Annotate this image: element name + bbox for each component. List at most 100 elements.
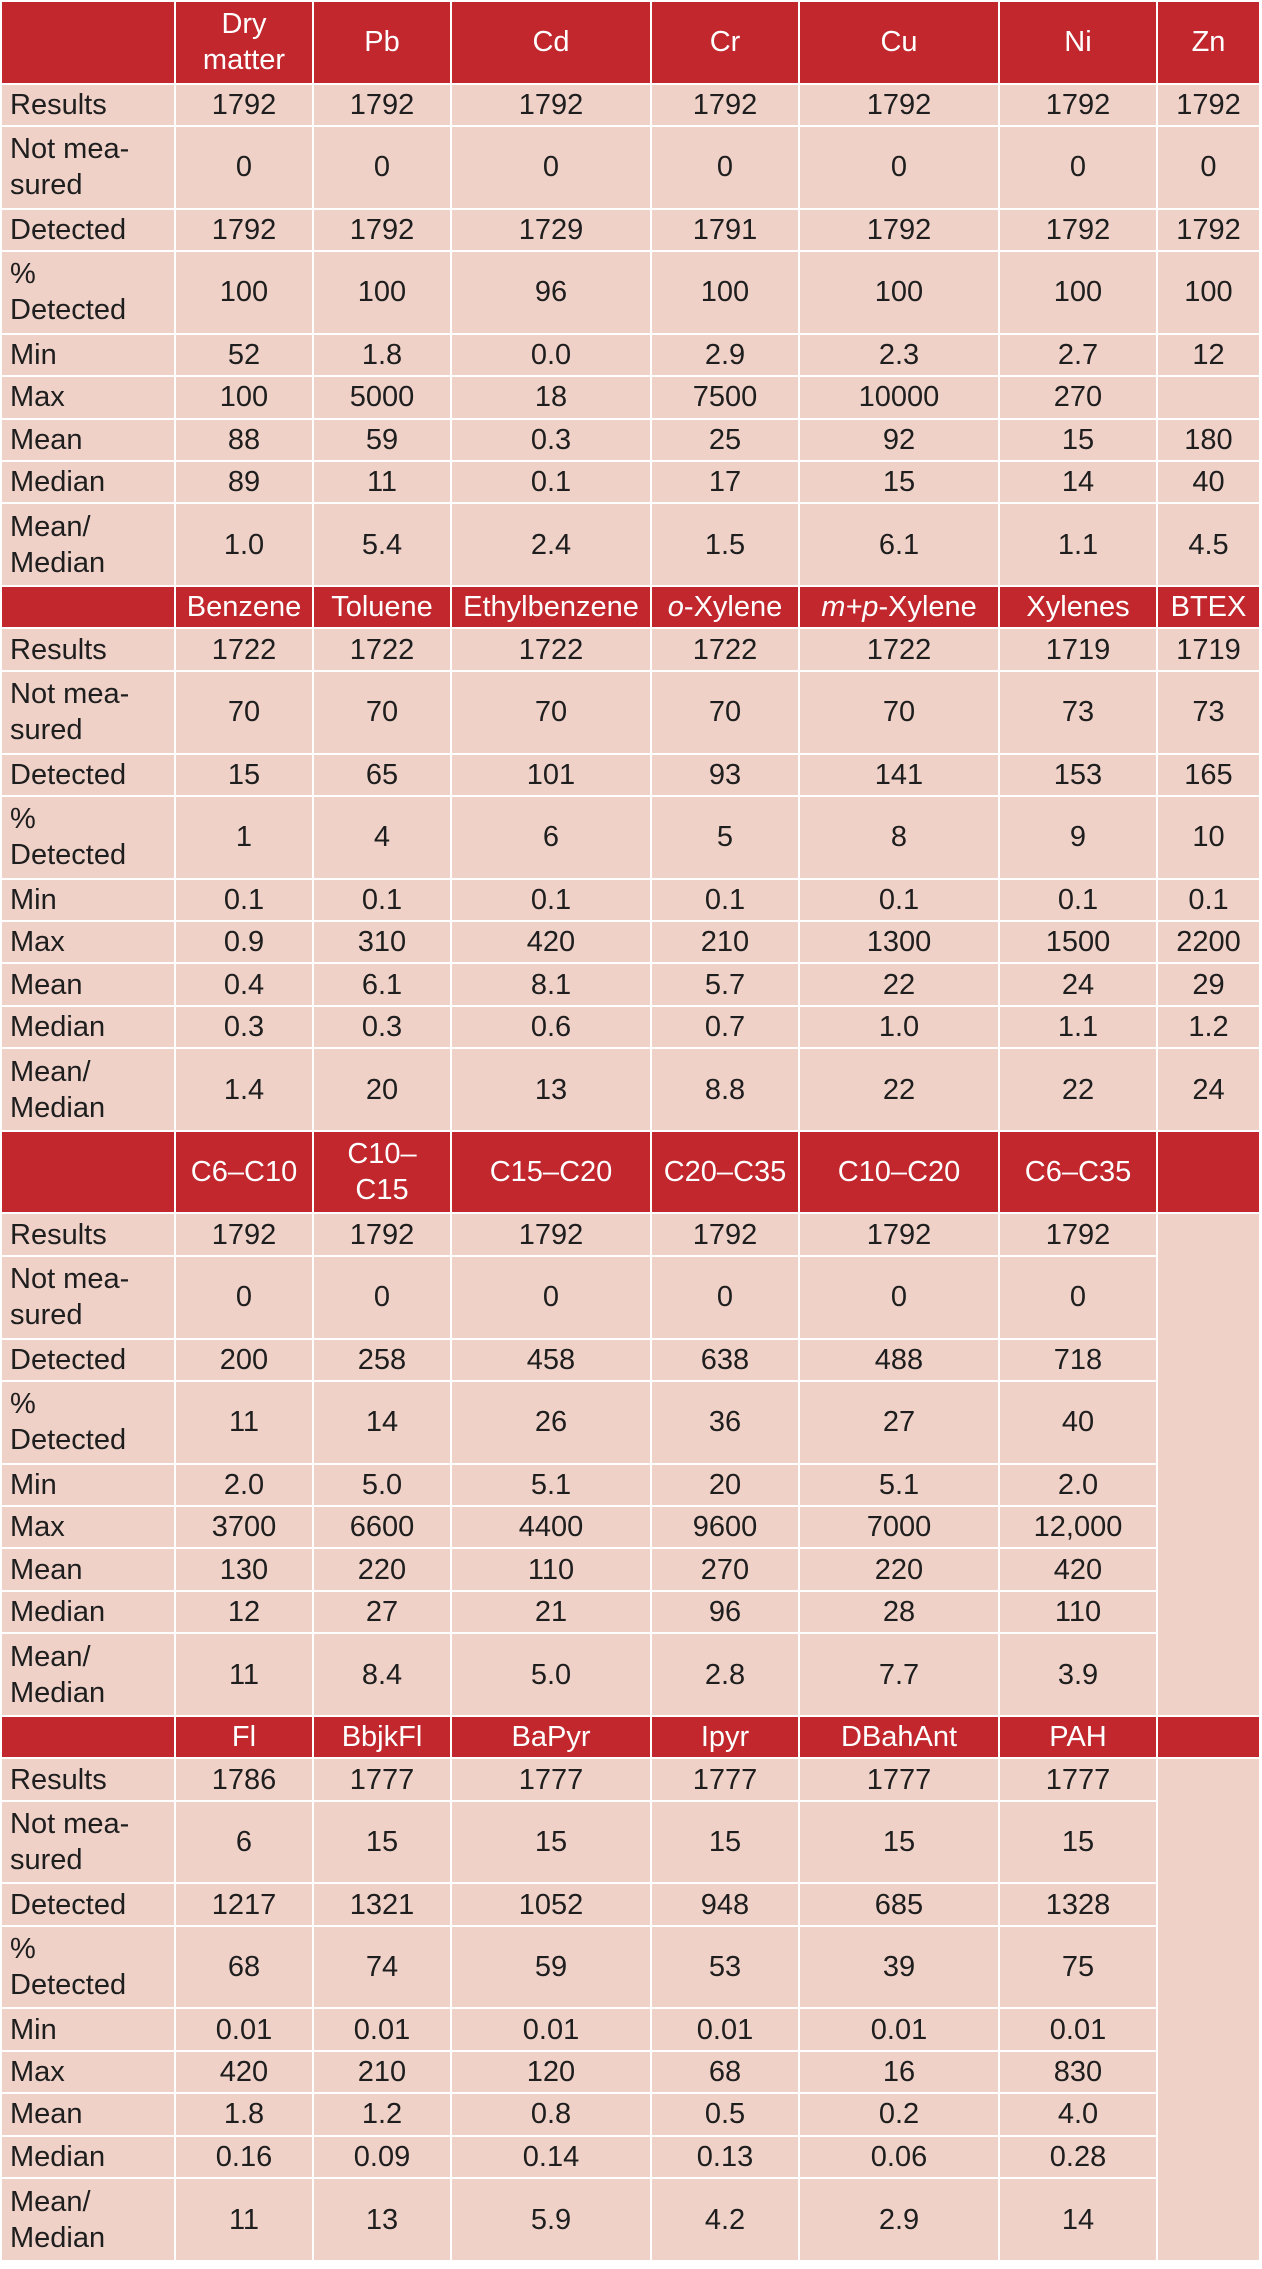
table-cell: 24 <box>998 962 1158 1007</box>
header-corner <box>0 0 176 85</box>
table-cell: 1792 <box>998 207 1158 253</box>
table-cell: 4.0 <box>998 2092 1158 2137</box>
table-row: Max 420 210 120 68 16 830 <box>0 2049 1260 2095</box>
table-cell: 8.8 <box>650 1047 800 1132</box>
table-row: Not mea-sured 0 0 0 0 0 0 0 <box>0 125 1261 210</box>
table-cell: 75 <box>998 1924 1158 2010</box>
table-cell: 0.6 <box>450 1004 652 1050</box>
table-row: Results 1792 1792 1792 1792 1792 1792 <box>0 1212 1261 1717</box>
table-cell: 200 <box>174 1337 314 1382</box>
table-cell: 96 <box>450 250 652 335</box>
table-cell: 15 <box>650 1799 800 1885</box>
table-cell: 88 <box>174 417 314 462</box>
table-cell: 1.8 <box>312 332 452 378</box>
row-label: % Detected <box>0 1379 176 1465</box>
table-cell: 0.2 <box>798 2092 1000 2137</box>
row-label: Mean <box>0 417 176 462</box>
table-cell: 36 <box>650 1379 800 1465</box>
table-row: Detected 1217 1321 1052 948 685 1328 <box>0 1882 1260 1927</box>
table-cell: 74 <box>312 1924 452 2010</box>
table-cell: 29 <box>1156 962 1261 1007</box>
table-cell: 5.4 <box>312 502 452 588</box>
row-label: Results <box>0 1212 176 1257</box>
table-cell: 2.9 <box>650 332 800 378</box>
table-cell: 1719 <box>1156 627 1261 672</box>
table-cell: 1792 <box>174 82 314 128</box>
table-cell: 18 <box>450 375 652 420</box>
table-cell: 0.9 <box>174 919 314 965</box>
table-cell: 1792 <box>174 207 314 253</box>
table-cell: 15 <box>174 752 314 797</box>
table-cell: 6.1 <box>312 962 452 1007</box>
table-row: Not mea-sured 0 0 0 0 0 0 <box>0 1254 1260 1340</box>
table-cell: 101 <box>450 752 652 797</box>
table-cell: 110 <box>998 1589 1158 1635</box>
column-header: Zn <box>1156 0 1261 85</box>
header-row: C6–C10 C10– C15 C15–C20 C20–C35 C10–C20 C6–C35 <box>0 1129 1261 1215</box>
table-cell: 1791 <box>650 207 800 253</box>
table-cell: 3.9 <box>998 1632 1158 1717</box>
table-row: Detected 15 65 101 93 141 153 165 <box>0 752 1261 797</box>
table-cell: 100 <box>650 250 800 335</box>
table-cell: 5.9 <box>450 2177 652 2262</box>
row-label: Max <box>0 1504 176 1550</box>
table-cell: 638 <box>650 1337 800 1382</box>
table-row: Not mea-sured 6 15 15 15 15 15 <box>0 1799 1260 1885</box>
table-cell: 0.1 <box>174 877 314 922</box>
table-cell: 15 <box>798 1799 1000 1885</box>
table-cell: 5000 <box>312 375 452 420</box>
table-cell: 0.1 <box>450 877 652 922</box>
table-cell: 12,000 <box>998 1504 1158 1550</box>
table-cell: 15 <box>998 417 1158 462</box>
table-cell: 0 <box>450 1254 652 1340</box>
table-cell: 17 <box>650 459 800 505</box>
table-cell: 1777 <box>650 1757 800 1802</box>
table-cell: 2.9 <box>798 2177 1000 2262</box>
table-cell: 0.4 <box>174 962 314 1007</box>
column-header: BaPyr <box>450 1714 652 1760</box>
table-cell: 73 <box>1156 669 1261 755</box>
table-cell: 1 <box>174 794 314 880</box>
table-cell: 0.13 <box>650 2134 800 2180</box>
table-cell: 1792 <box>174 1212 314 1257</box>
table-cell: 1792 <box>450 1212 652 1257</box>
table-cell: 2.4 <box>450 502 652 588</box>
table-cell: 0 <box>312 125 452 210</box>
row-label: Mean <box>0 1547 176 1592</box>
table-cell: 0.1 <box>1156 877 1261 922</box>
column-header <box>1156 1714 1261 1760</box>
empty-cell <box>1156 1757 1261 2262</box>
column-header: m+p-Xylene <box>798 585 1000 630</box>
row-label: Mean <box>0 962 176 1007</box>
table-cell: 0.01 <box>798 2007 1000 2052</box>
table-cell: 14 <box>998 459 1158 505</box>
table-cell: 6.1 <box>798 502 1000 588</box>
table-cell: 948 <box>650 1882 800 1927</box>
table-cell: 1.2 <box>312 2092 452 2137</box>
table-row: Median 0.16 0.09 0.14 0.13 0.06 0.28 <box>0 2134 1260 2180</box>
table-cell: 420 <box>998 1547 1158 1592</box>
row-label: Median <box>0 1004 176 1050</box>
header-row: Fl BbjkFl BaPyr Ipyr DBahAnt PAH <box>0 1714 1261 1760</box>
table-cell: 9600 <box>650 1504 800 1550</box>
table-cell: 11 <box>174 1632 314 1717</box>
table-cell: 718 <box>998 1337 1158 1382</box>
table-row: Mean 88 59 0.3 25 92 15 180 <box>0 417 1261 462</box>
table-cell: 2.7 <box>998 332 1158 378</box>
table-cell: 21 <box>450 1589 652 1635</box>
row-label: Max <box>0 375 176 420</box>
table-cell: 2.0 <box>174 1462 314 1508</box>
table-cell: 20 <box>650 1462 800 1508</box>
column-header: Dry matter <box>174 0 314 85</box>
column-header: BbjkFl <box>312 1714 452 1760</box>
table-cell: 10 <box>1156 794 1261 880</box>
row-label: Min <box>0 1462 176 1508</box>
column-header: C10– C15 <box>312 1129 452 1215</box>
table-cell: 14 <box>312 1379 452 1465</box>
table-cell: 59 <box>312 417 452 462</box>
column-header: Pb <box>312 0 452 85</box>
table-cell: 1792 <box>450 82 652 128</box>
table-cell: 6 <box>174 1799 314 1885</box>
table-cell: 92 <box>798 417 1000 462</box>
table-row: % Detected 100 100 96 100 100 100 100 <box>0 250 1261 335</box>
